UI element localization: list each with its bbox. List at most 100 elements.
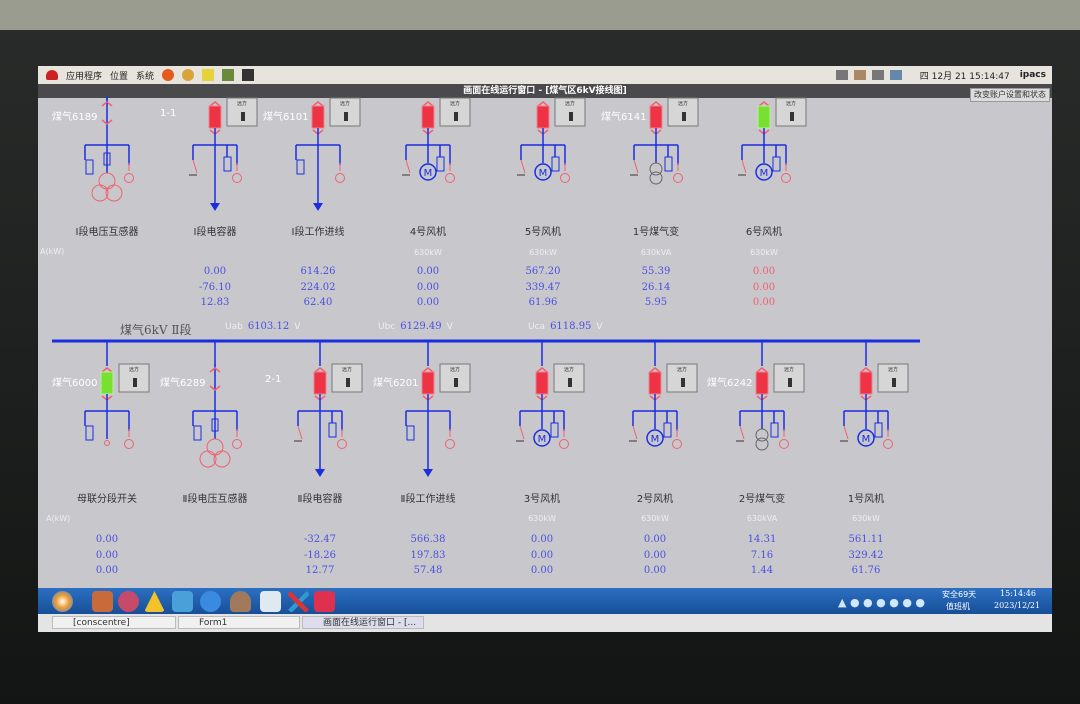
bay-name: 2号风机 <box>636 494 674 505</box>
breaker-closed[interactable] <box>535 371 549 395</box>
user-name[interactable]: ipacs <box>1019 70 1046 80</box>
start-icon[interactable] <box>52 591 73 612</box>
power-icon[interactable] <box>314 591 335 612</box>
bay-value: 0.00 <box>643 534 667 545</box>
terminal-icon[interactable] <box>242 69 255 81</box>
switch-handle-icon <box>133 378 137 387</box>
remote-label: 远方 <box>237 100 247 107</box>
bay-value: 0.00 <box>416 281 440 293</box>
calendar-icon[interactable] <box>260 591 281 612</box>
outgoing-arrow-icon <box>210 203 220 211</box>
bay-tag[interactable]: 1-1 <box>160 108 177 119</box>
bay-value: 0.00 <box>752 281 776 293</box>
motor-icon <box>857 429 875 447</box>
motor-icon <box>419 163 437 181</box>
arrester-icon <box>436 156 445 172</box>
bay-rating: 630kVA <box>640 248 672 257</box>
menu-places[interactable]: 位置 <box>110 71 129 82</box>
bay-tag[interactable]: 煤气6189 <box>52 112 98 123</box>
indicator-lamp-icon <box>559 439 569 449</box>
notes-icon[interactable] <box>202 69 215 81</box>
duty-role: 值班机 <box>946 602 970 611</box>
outgoing-arrow-icon <box>423 469 433 477</box>
breaker-closed[interactable] <box>208 105 222 129</box>
indicator-lamp-icon <box>335 173 345 183</box>
transformer-icon <box>649 171 663 185</box>
bay-name: 4号风机 <box>409 227 447 238</box>
task-form1[interactable]: Form1 <box>178 616 300 629</box>
ground-knife-icon <box>520 159 526 174</box>
account-settings-button[interactable]: 改变账户设置和状态 <box>970 88 1050 102</box>
bay-name: 2号煤气变 <box>738 494 786 505</box>
user-icon[interactable] <box>230 591 251 612</box>
bay-tag[interactable]: 煤气6141 <box>601 112 647 123</box>
breaker-open[interactable] <box>100 371 114 395</box>
arrow-up-icon <box>101 367 113 373</box>
bay-value: 1.44 <box>750 565 774 576</box>
uca-value: 6118.95 <box>550 321 592 332</box>
settings-icon[interactable] <box>182 69 195 81</box>
breaker-closed[interactable] <box>311 105 325 129</box>
network-icon[interactable] <box>118 591 139 612</box>
bay-value: 0.00 <box>416 297 440 308</box>
breaker-closed[interactable] <box>649 105 663 129</box>
uab-value: 6103.12 <box>247 321 290 332</box>
bay-value: 224.02 <box>300 281 336 293</box>
ground-knife-icon <box>405 159 411 174</box>
breaker-open[interactable] <box>757 105 771 129</box>
clock[interactable]: 四 12月 21 15:14:47 <box>919 71 1010 82</box>
indicator-lamp-icon <box>232 173 242 183</box>
menu-system[interactable]: 系统 <box>136 71 155 82</box>
breaker-closed[interactable] <box>859 371 873 395</box>
ground-knife-icon <box>297 425 303 440</box>
monitor-icon[interactable] <box>222 69 235 81</box>
bay-value: 12.83 <box>200 297 230 308</box>
arrow-up-icon <box>422 101 434 107</box>
ubc-value: 6129.49 <box>400 321 442 332</box>
remote-control-box[interactable] <box>554 97 586 127</box>
bay-value: 57.48 <box>413 565 443 576</box>
breaker-closed[interactable] <box>313 371 327 395</box>
redhat-icon[interactable] <box>46 70 58 80</box>
bay-tag[interactable]: 煤气6289 <box>160 378 206 389</box>
breaker-closed[interactable] <box>648 371 662 395</box>
breaker-closed[interactable] <box>755 371 769 395</box>
bay-value: 567.20 <box>525 266 561 277</box>
bay-value: 0.00 <box>530 534 554 545</box>
bay-tag[interactable]: 煤气6242 <box>707 378 753 389</box>
bay-value: 62.40 <box>303 297 333 308</box>
arrow-up-icon <box>860 367 872 373</box>
task-conscentre[interactable]: [conscentre] <box>52 616 176 629</box>
tools-icon[interactable] <box>288 591 309 612</box>
breaker-closed[interactable] <box>536 105 550 129</box>
screen: 应用程序 位置 系统 四 12月 21 15:14:47 ipacs 画面在线运… <box>38 66 1052 632</box>
chart-icon[interactable] <box>172 591 193 612</box>
firefox-icon[interactable] <box>162 69 175 81</box>
pt-winding-icon <box>91 184 109 202</box>
bay-tag[interactable]: 煤气6201 <box>373 378 419 389</box>
breaker-closed[interactable] <box>421 105 435 129</box>
fuse-icon <box>103 152 111 166</box>
ground-knife-icon <box>192 159 198 174</box>
photos-icon[interactable] <box>92 591 113 612</box>
bay-value: 0.00 <box>203 266 227 277</box>
tray-icons[interactable] <box>835 70 906 80</box>
bay-value: 0.00 <box>752 297 776 308</box>
switch-handle-icon <box>241 112 245 121</box>
top-panel: 应用程序 位置 系统 四 12月 21 15:14:47 ipacs <box>38 66 1052 84</box>
bay-tag[interactable]: 煤气6000 <box>52 378 98 389</box>
bay-tag[interactable]: 2-1 <box>265 374 282 385</box>
taskbar-date[interactable]: 2023/12/21 <box>994 601 1041 610</box>
bay-value: 0.00 <box>752 266 776 277</box>
bay-value: 0.00 <box>643 549 667 561</box>
bay-tag[interactable]: 煤气6101 <box>263 112 309 123</box>
taskbar-time[interactable]: 15:14:46 <box>1000 589 1036 598</box>
tray-lights[interactable]: ▲ ● ● ● ● ● ● <box>838 596 926 609</box>
switch-handle-icon <box>790 112 794 121</box>
task-online-window[interactable]: 画面在线运行窗口 - [... <box>302 616 424 629</box>
ground-knife-icon <box>633 159 639 174</box>
menu-applications[interactable]: 应用程序 <box>66 71 103 82</box>
ie-icon[interactable] <box>200 591 221 612</box>
breaker-closed[interactable] <box>421 371 435 395</box>
